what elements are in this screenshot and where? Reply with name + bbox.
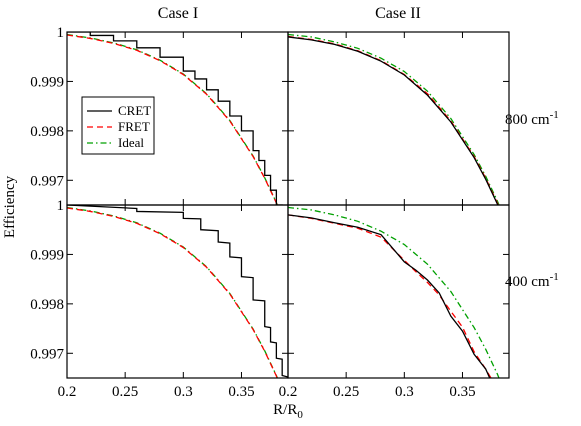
row-label-800-sup: -1 bbox=[550, 109, 559, 121]
series-ideal-line bbox=[288, 206, 500, 378]
panel-series bbox=[288, 206, 500, 378]
panel-case1-400: 1 0.999 0.998 0.997 0.2 0.25 0.3 0.35 bbox=[30, 198, 289, 400]
row-label-400-sup: -1 bbox=[550, 271, 559, 283]
x-axis-label-main: R/R bbox=[273, 402, 297, 418]
panel-series bbox=[288, 33, 500, 205]
x-tick-label: 0.35 bbox=[228, 384, 254, 400]
panel-case2-800 bbox=[287, 31, 510, 206]
legend-label-fret: FRET bbox=[118, 119, 150, 134]
panel-frame bbox=[287, 204, 510, 379]
legend-label-cret: CRET bbox=[118, 103, 151, 118]
series-fret-line bbox=[288, 214, 492, 378]
legend-label-ideal: Ideal bbox=[118, 135, 144, 150]
series-cret-line bbox=[288, 36, 499, 205]
legend-box bbox=[81, 96, 155, 155]
y-tick-label: 0.999 bbox=[30, 74, 64, 90]
series-ideal-line bbox=[288, 33, 500, 205]
column-title-case-1: Case I bbox=[158, 5, 198, 22]
series-ideal-line bbox=[67, 206, 279, 378]
panel-series bbox=[67, 205, 288, 378]
row-label-400: 400 cm-1 bbox=[505, 271, 559, 290]
panel-series bbox=[67, 32, 283, 205]
row-label-800-value: 800 cm bbox=[505, 112, 550, 128]
panel-frame bbox=[287, 31, 510, 206]
series-cret-line bbox=[288, 214, 491, 378]
x-tick-label: 0.25 bbox=[112, 384, 138, 400]
panel-frame bbox=[66, 204, 289, 379]
x-axis-label: R/R0 bbox=[273, 402, 303, 421]
y-tick-label: 0.998 bbox=[30, 124, 64, 140]
x-axis-label-sub: 0 bbox=[297, 409, 303, 421]
x-tick-label: 0.3 bbox=[174, 384, 193, 400]
series-cret-line bbox=[67, 205, 288, 378]
y-tick-label: 0.998 bbox=[30, 297, 64, 313]
x-tick-label: 0.3 bbox=[395, 384, 414, 400]
y-tick-label: 1 bbox=[57, 25, 65, 41]
y-tick-label: 0.997 bbox=[30, 346, 64, 362]
panel-case1-800: 1 0.999 0.998 0.997 bbox=[30, 25, 289, 206]
x-tick-label: 0.2 bbox=[58, 384, 77, 400]
series-cret-line bbox=[67, 32, 283, 205]
series-fret-line bbox=[67, 207, 278, 378]
x-tick-label: 0.2 bbox=[279, 384, 298, 400]
series-fret-line bbox=[67, 34, 278, 205]
y-tick-label: 1 bbox=[57, 198, 65, 214]
series-fret-line bbox=[288, 35, 499, 205]
panel-case2-400: 0.2 0.25 0.3 0.35 bbox=[279, 204, 510, 400]
x-tick-label: 0.25 bbox=[333, 384, 359, 400]
y-tick-label: 0.997 bbox=[30, 173, 64, 189]
y-axis-label: Efficiency bbox=[2, 175, 18, 238]
y-tick-label: 0.999 bbox=[30, 247, 64, 263]
row-label-400-value: 400 cm bbox=[505, 274, 550, 290]
row-label-800: 800 cm-1 bbox=[505, 109, 559, 128]
x-tick-label: 0.35 bbox=[449, 384, 475, 400]
column-title-case-2: Case II bbox=[375, 5, 421, 22]
